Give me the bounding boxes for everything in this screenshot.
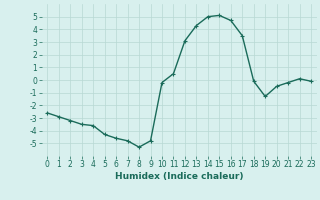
X-axis label: Humidex (Indice chaleur): Humidex (Indice chaleur) bbox=[115, 172, 244, 181]
